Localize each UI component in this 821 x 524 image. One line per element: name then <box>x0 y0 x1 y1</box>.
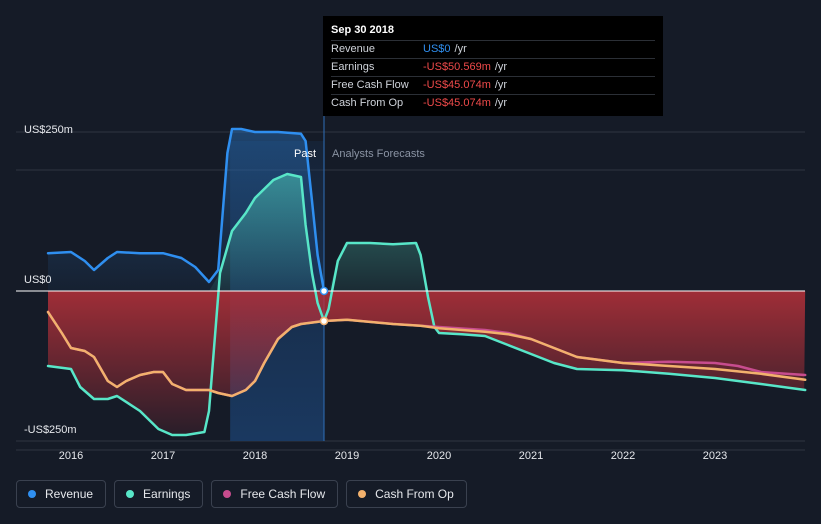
x-tick-label: 2020 <box>427 450 451 462</box>
x-tick-label: 2019 <box>335 450 359 462</box>
x-tick-label: 2017 <box>151 450 175 462</box>
legend-dot-icon <box>28 490 36 498</box>
tooltip-unit: /yr <box>454 43 467 55</box>
tooltip-value: -US$45.074m <box>423 97 491 109</box>
series-line-revenue <box>46 127 326 293</box>
tooltip-unit: /yr <box>494 97 508 109</box>
legend-dot-icon <box>126 490 135 498</box>
x-tick-label: 2018 <box>243 450 267 462</box>
tooltip-row-free-cash-flow: Free Cash Flow -US$45.074m /yr <box>331 76 655 94</box>
tooltip-value: US$0 <box>423 43 451 55</box>
tooltip-row-revenue: Revenue US$0 /yr <box>331 40 655 58</box>
tooltip-value: -US$50.569m <box>423 61 491 73</box>
legend-label: Cash From Op <box>375 487 454 501</box>
tooltip-unit: /yr <box>494 79 508 91</box>
tooltip-date: Sep 30 2018 <box>331 24 394 36</box>
negative-area <box>48 291 806 435</box>
tooltip-label: Revenue <box>331 43 376 55</box>
tooltip-label: Free Cash Flow <box>331 79 409 91</box>
forecast-label: Analysts Forecasts <box>332 148 425 160</box>
x-tick-label: 2021 <box>519 450 543 462</box>
legend-item-revenue[interactable]: Revenue <box>16 480 107 508</box>
legend-label: Free Cash Flow <box>240 487 326 501</box>
tooltip: Sep 30 2018 Revenue US$0 /yr Earnings -U… <box>323 16 663 116</box>
tooltip-row-cash-from-op: Cash From Op -US$45.074m /yr <box>331 94 655 112</box>
x-tick-label: 2016 <box>59 450 83 462</box>
x-tick-label: 2022 <box>611 450 635 462</box>
y-tick-label: -US$250m <box>24 424 77 436</box>
marker-point-revenue <box>319 286 329 296</box>
tooltip-unit: /yr <box>494 61 508 73</box>
legend-item-earnings[interactable]: Earnings <box>114 480 204 508</box>
tooltip-label: Earnings <box>331 61 375 73</box>
legend-label: Revenue <box>45 487 94 501</box>
earnings-area <box>48 174 806 291</box>
legend-item-free-cash-flow[interactable]: Free Cash Flow <box>211 480 339 508</box>
y-tick-label: US$250m <box>24 124 73 136</box>
tooltip-value: -US$45.074m <box>423 79 491 91</box>
legend: Revenue Earnings Free Cash Flow Cash Fro… <box>16 480 467 508</box>
chart-plot: US$250m US$0 -US$250m 2016 2017 2018 2019 2020 2… <box>16 16 807 462</box>
past-label: Past <box>294 148 316 160</box>
x-tick-label: 2023 <box>703 450 727 462</box>
legend-dot-icon <box>223 490 232 498</box>
marker-point-cfo <box>319 316 329 326</box>
legend-dot-icon <box>358 490 367 498</box>
series-line-cfo <box>46 310 807 398</box>
tooltip-label: Cash From Op <box>331 97 404 109</box>
series-line-earnings <box>46 172 807 437</box>
y-tick-label: US$0 <box>24 274 52 286</box>
tooltip-row-earnings: Earnings -US$50.569m /yr <box>331 58 655 76</box>
legend-label: Earnings <box>143 487 191 501</box>
legend-item-cash-from-op[interactable]: Cash From Op <box>346 480 467 508</box>
